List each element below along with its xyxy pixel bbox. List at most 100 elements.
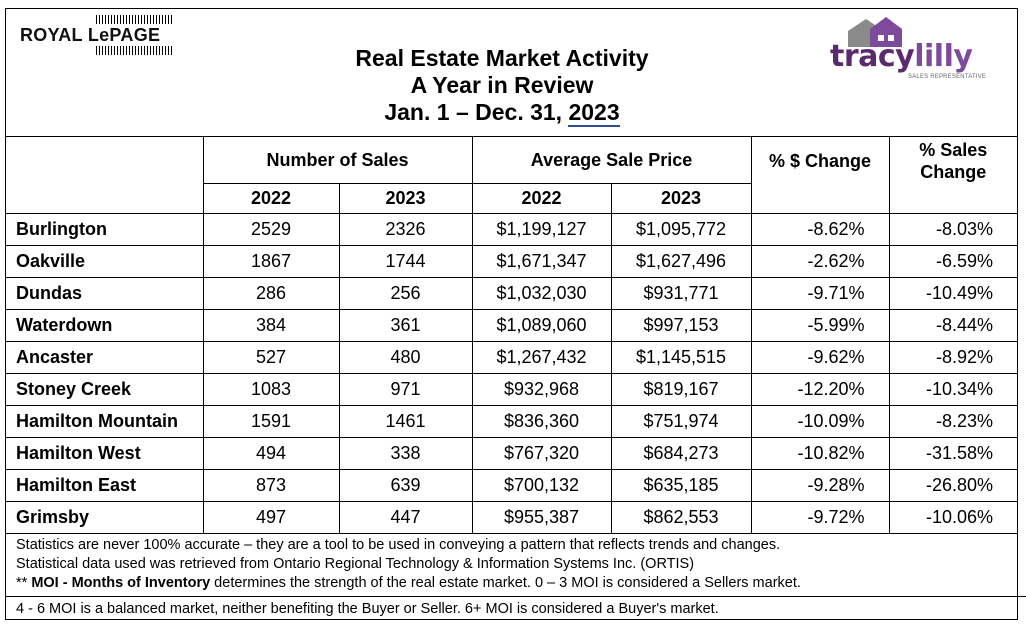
sales-2022-cell: 527 bbox=[202, 341, 340, 374]
pct-sales-change-cell: -10.49% bbox=[888, 277, 1018, 310]
footnote-3: ** MOI - Months of Inventory determines … bbox=[16, 574, 1006, 593]
price-2023-cell: $997,153 bbox=[610, 309, 752, 342]
title-line-2: A Year in Review bbox=[410, 72, 594, 98]
price-2023-cell: $751,974 bbox=[610, 405, 752, 438]
city-cell: Burlington bbox=[6, 213, 204, 246]
price-2023-cell: $635,185 bbox=[610, 469, 752, 502]
sales-2023-cell: 480 bbox=[338, 341, 473, 374]
sales-2022-header: 2022 bbox=[202, 183, 340, 214]
pct-sales-change-label: % Sales Change bbox=[919, 140, 988, 182]
price-2022-cell: $1,199,127 bbox=[471, 213, 612, 246]
pct-sales-change-header: % Sales Change bbox=[888, 136, 1018, 214]
wordmark-lilly: lilly bbox=[914, 39, 973, 74]
sales-2023-cell: 338 bbox=[338, 437, 473, 470]
pct-price-change-cell: -9.71% bbox=[750, 277, 890, 310]
sales-2023-cell: 361 bbox=[338, 309, 473, 342]
pct-sales-change-cell: -10.06% bbox=[888, 501, 1018, 534]
table-header-row-1: Number of Sales Average Sale Price % $ C… bbox=[6, 136, 1018, 214]
sales-2022-cell: 1867 bbox=[202, 245, 340, 278]
footnote-3-prefix: ** bbox=[16, 575, 32, 591]
pct-price-change-cell: -12.20% bbox=[750, 373, 890, 406]
city-cell: Stoney Creek bbox=[6, 373, 204, 406]
pct-price-change-header: % $ Change bbox=[750, 136, 890, 214]
table-row: Hamilton Mountain 1591 1461 $836,360 $751,97… bbox=[6, 405, 1018, 438]
royal-lepage-wordmark: ROYAL LePAGE bbox=[20, 25, 161, 45]
sales-2023-cell: 1461 bbox=[338, 405, 473, 438]
table-row: Hamilton West 494 338 $767,320 $684,273 -10.8… bbox=[6, 437, 1018, 470]
table-row: Burlington 2529 2326 $1,199,127 $1,095,772 -8… bbox=[6, 213, 1018, 246]
price-2022-cell: $1,089,060 bbox=[471, 309, 612, 342]
city-cell: Grimsby bbox=[6, 501, 204, 534]
pct-price-change-cell: -9.62% bbox=[750, 341, 890, 374]
pct-sales-change-cell: -6.59% bbox=[888, 245, 1018, 278]
sales-2022-cell: 384 bbox=[202, 309, 340, 342]
price-2023-header: 2023 bbox=[610, 183, 752, 214]
price-2022-cell: $1,267,432 bbox=[471, 341, 612, 374]
pct-sales-change-cell: -26.80% bbox=[888, 469, 1018, 502]
market-activity-table: Number of Sales Average Sale Price % $ C… bbox=[6, 136, 1018, 534]
pct-price-change-cell: -5.99% bbox=[750, 309, 890, 342]
sales-2022-cell: 873 bbox=[202, 469, 340, 502]
pct-price-change-cell: -9.28% bbox=[750, 469, 890, 502]
price-2023-cell: $684,273 bbox=[610, 437, 752, 470]
house-icon bbox=[848, 17, 902, 47]
price-2022-cell: $767,320 bbox=[471, 437, 612, 470]
table-row: Ancaster 527 480 $1,267,432 $1,145,515 -9.62%… bbox=[6, 341, 1018, 374]
city-header bbox=[6, 136, 204, 214]
city-cell: Hamilton Mountain bbox=[6, 405, 204, 438]
city-cell: Oakville bbox=[6, 245, 204, 278]
table-body: Burlington 2529 2326 $1,199,127 $1,095,772 -8… bbox=[6, 213, 1018, 534]
barcode-stripe-bottom bbox=[96, 46, 174, 55]
price-2023-cell: $1,627,496 bbox=[610, 245, 752, 278]
number-of-sales-header: Number of Sales bbox=[202, 136, 473, 184]
price-2023-cell: $931,771 bbox=[610, 277, 752, 310]
table-row: Waterdown 384 361 $1,089,060 $997,153 -5.99% -… bbox=[6, 309, 1018, 342]
price-2023-cell: $1,145,515 bbox=[610, 341, 752, 374]
sales-2023-cell: 2326 bbox=[338, 213, 473, 246]
price-2023-cell: $862,553 bbox=[610, 501, 752, 534]
sales-2023-cell: 447 bbox=[338, 501, 473, 534]
pct-sales-change-cell: -10.34% bbox=[888, 373, 1018, 406]
pct-price-change-cell: -2.62% bbox=[750, 245, 890, 278]
table-row: Stoney Creek 1083 971 $932,968 $819,167 -12.2… bbox=[6, 373, 1018, 406]
price-2022-cell: $932,968 bbox=[471, 373, 612, 406]
pct-price-change-cell: -8.62% bbox=[750, 213, 890, 246]
footnote-1: Statistics are never 100% accurate – the… bbox=[16, 537, 781, 553]
sales-2022-cell: 1591 bbox=[202, 405, 340, 438]
barcode-stripe-top bbox=[96, 15, 174, 24]
pct-price-change-cell: -10.82% bbox=[750, 437, 890, 470]
footnotes: Statistics are never 100% accurate – the… bbox=[6, 536, 1026, 617]
price-2022-cell: $700,132 bbox=[471, 469, 612, 502]
pct-sales-change-cell: -8.23% bbox=[888, 405, 1018, 438]
city-cell: Waterdown bbox=[6, 309, 204, 342]
report-page: ROYAL LePAGE Real Estate Market Activity… bbox=[5, 8, 1026, 620]
wordmark-tracy: tracy bbox=[830, 39, 915, 74]
date-year: 2023 bbox=[568, 99, 620, 127]
sales-2023-header: 2023 bbox=[338, 183, 473, 214]
price-2023-cell: $1,095,772 bbox=[610, 213, 752, 246]
sales-2023-cell: 971 bbox=[338, 373, 473, 406]
price-2022-cell: $1,671,347 bbox=[471, 245, 612, 278]
pct-sales-change-cell: -31.58% bbox=[888, 437, 1018, 470]
moi-term: MOI - Months of Inventory bbox=[31, 575, 211, 591]
report-title: Real Estate Market Activity A Year in Re… bbox=[306, 45, 698, 127]
report-header: ROYAL LePAGE Real Estate Market Activity… bbox=[6, 9, 1017, 137]
title-line-3: Jan. 1 – Dec. 31, 2023 bbox=[306, 99, 698, 127]
sales-2023-cell: 256 bbox=[338, 277, 473, 310]
footnote-2: Statistical data used was retrieved from… bbox=[16, 556, 695, 572]
sales-2023-cell: 639 bbox=[338, 469, 473, 502]
city-cell: Hamilton West bbox=[6, 437, 204, 470]
pct-sales-change-cell: -8.03% bbox=[888, 213, 1018, 246]
pct-sales-change-cell: -8.92% bbox=[888, 341, 1018, 374]
price-2022-cell: $1,032,030 bbox=[471, 277, 612, 310]
pct-price-change-cell: -10.09% bbox=[750, 405, 890, 438]
table-row: Dundas 286 256 $1,032,030 $931,771 -9.71% -10.… bbox=[6, 277, 1018, 310]
price-2022-header: 2022 bbox=[471, 183, 612, 214]
date-range: Jan. 1 – Dec. 31, bbox=[384, 99, 569, 125]
table-row: Grimsby 497 447 $955,387 $862,553 -9.72% -10.0… bbox=[6, 501, 1018, 534]
sales-2023-cell: 1744 bbox=[338, 245, 473, 278]
sales-2022-cell: 494 bbox=[202, 437, 340, 470]
price-2023-cell: $819,167 bbox=[610, 373, 752, 406]
footnote-3-text: determines the strength of the real esta… bbox=[210, 575, 801, 591]
sales-2022-cell: 2529 bbox=[202, 213, 340, 246]
